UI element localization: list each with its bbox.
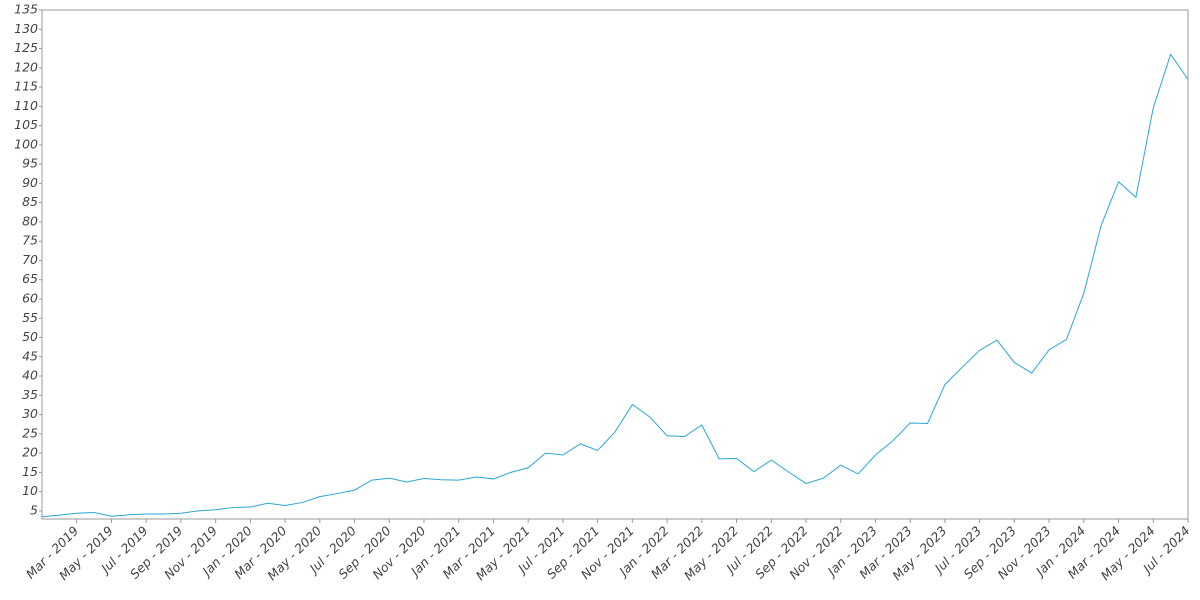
y-tick-label: 45: [22, 348, 38, 363]
plot-frame: [41, 9, 1189, 520]
y-tick-label: 95: [22, 156, 38, 171]
y-tick-label: 115: [14, 79, 38, 94]
y-tick-label: 100: [14, 136, 38, 151]
y-tick-label: 135: [14, 2, 38, 17]
y-tick-label: 65: [22, 271, 38, 286]
y-tick-label: 50: [22, 329, 38, 344]
y-tick-label: 10: [22, 483, 38, 498]
y-tick-label: 30: [22, 406, 38, 421]
y-tick-label: 60: [22, 290, 38, 305]
y-tick-label: 75: [22, 233, 38, 248]
y-tick-label: 20: [22, 445, 38, 460]
y-tick-label: 5: [30, 502, 38, 517]
y-tick-label: 70: [22, 252, 38, 267]
y-tick-label: 90: [22, 175, 38, 190]
y-tick-label: 80: [22, 213, 38, 228]
y-tick-label: 105: [14, 117, 38, 132]
y-tick-label: 85: [22, 194, 38, 209]
y-tick-label: 15: [22, 464, 38, 479]
series-line: [41, 53, 1189, 518]
y-tick-label: 125: [14, 40, 38, 55]
y-tick-label: 110: [14, 98, 38, 113]
y-tick-label: 35: [22, 387, 38, 402]
y-tick-label: 120: [14, 59, 38, 74]
y-tick-label: 40: [22, 368, 38, 383]
y-tick-label: 55: [22, 310, 38, 325]
y-tick-label: 130: [14, 21, 38, 36]
y-tick-label: 25: [22, 425, 38, 440]
